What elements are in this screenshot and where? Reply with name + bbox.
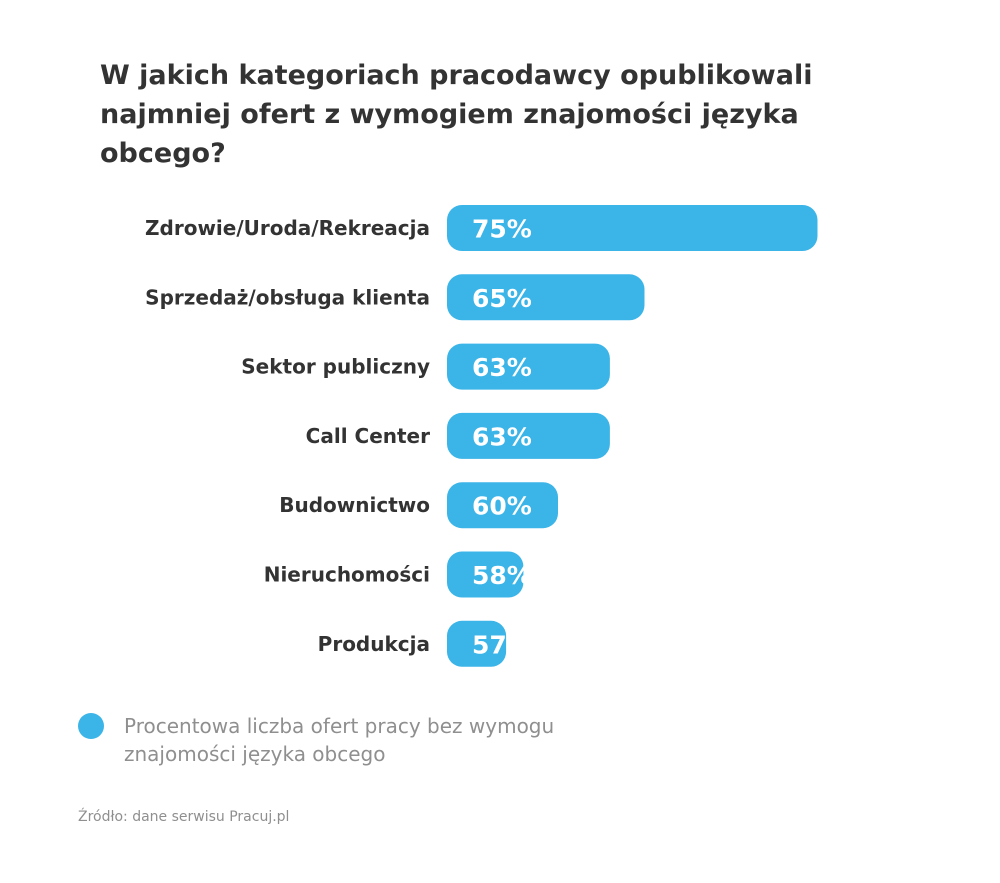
bar-value-label: 65% <box>472 284 532 313</box>
bar-value-label: 58% <box>472 561 532 590</box>
category-label: Budownictwo <box>279 493 430 517</box>
category-label: Produkcja <box>318 632 430 656</box>
category-label: Nieruchomości <box>264 563 430 587</box>
bar <box>447 551 524 598</box>
bar-value-label: 63% <box>472 353 532 382</box>
bar-value-label: 57% <box>472 630 532 659</box>
category-label: Call Center <box>306 424 430 448</box>
chart-title: W jakich kategoriach pracodawcy opubliko… <box>100 60 813 169</box>
legend: Procentowa liczba ofert pracy bez wymogu… <box>78 712 624 768</box>
source-note: Źródło: dane serwisu Pracuj.pl <box>78 809 290 825</box>
bar-value-label: 63% <box>472 422 532 451</box>
bar <box>447 412 610 459</box>
bar-value-label: 75% <box>472 215 532 244</box>
bar <box>447 205 818 251</box>
bar <box>447 620 507 667</box>
bar <box>447 274 645 321</box>
legend-label: Procentowa liczba ofert pracy bez wymogu… <box>124 714 555 766</box>
bar <box>447 482 558 529</box>
bar-value-label: 60% <box>472 492 532 521</box>
bar <box>447 343 610 390</box>
legend-dot <box>78 713 104 739</box>
category-label: Sektor publiczny <box>241 355 430 379</box>
category-label: Zdrowie/Uroda/Rekreacja <box>145 216 430 240</box>
category-label: Sprzedaż/obsługa klienta <box>145 285 430 309</box>
